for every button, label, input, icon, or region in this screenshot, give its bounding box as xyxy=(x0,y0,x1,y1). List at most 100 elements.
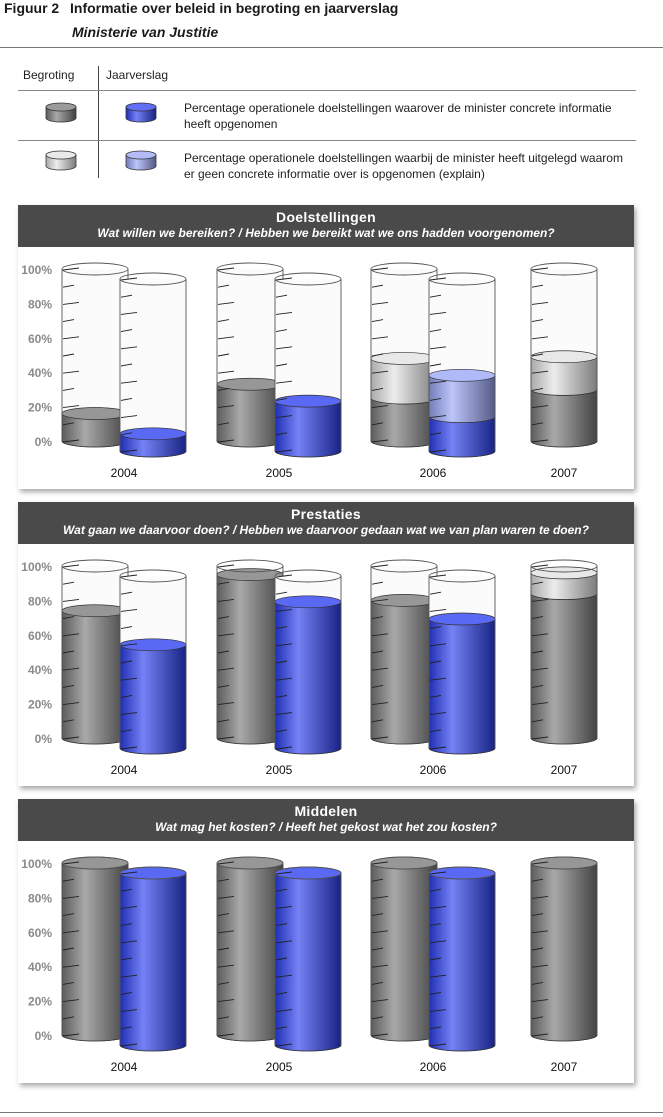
cylinder-begroting-2004 xyxy=(61,262,129,448)
tick-mark xyxy=(429,974,447,978)
tick-mark xyxy=(217,913,230,917)
tick-mark xyxy=(531,878,544,882)
tick-mark xyxy=(217,981,230,985)
tick-mark xyxy=(531,581,544,585)
tick-mark xyxy=(371,947,384,951)
tick-mark xyxy=(531,405,549,409)
bar-jaarverslag-concrete xyxy=(428,612,496,755)
tick-mark xyxy=(275,591,288,595)
tick-mark xyxy=(62,564,80,568)
tick-mark xyxy=(217,861,235,865)
tick-mark xyxy=(120,311,138,315)
x-tick-label: 2005 xyxy=(266,763,293,777)
tick-mark xyxy=(531,999,549,1003)
tick-mark xyxy=(120,974,138,978)
tick-mark xyxy=(531,370,549,374)
tick-mark xyxy=(217,405,235,409)
cylinder-begroting-2007 xyxy=(530,262,598,448)
tick-mark xyxy=(531,930,549,934)
panel-subtitle: Wat gaan we daarvoor doen? / Hebben we d… xyxy=(63,523,589,537)
tick-mark xyxy=(371,284,384,288)
tick-mark xyxy=(217,702,235,706)
cylinder-begroting-2007 xyxy=(530,856,598,1042)
legend-cylinder-jaarverslag-concrete-icon xyxy=(124,102,158,124)
tick-mark xyxy=(217,616,230,620)
x-tick-label: 2004 xyxy=(111,1060,138,1074)
tick-mark xyxy=(371,422,384,426)
tick-mark xyxy=(429,346,447,350)
cylinder-begroting-2006 xyxy=(370,262,438,448)
tick-mark xyxy=(531,353,544,357)
tick-mark xyxy=(371,581,384,585)
tick-mark xyxy=(429,923,442,927)
legend-cylinder-jaarverslag-explain-icon xyxy=(124,150,158,172)
tick-mark xyxy=(275,957,288,961)
tick-mark xyxy=(217,353,230,357)
tick-mark xyxy=(371,930,389,934)
tick-mark xyxy=(275,643,293,647)
bar-begroting-concrete xyxy=(61,856,129,1042)
panel-title: Doelstellingen xyxy=(276,209,376,225)
tick-mark xyxy=(429,957,442,961)
tick-mark xyxy=(429,294,442,298)
tick-mark xyxy=(217,684,230,688)
tick-mark xyxy=(275,694,288,698)
tick-mark xyxy=(429,746,447,750)
y-tick-label: 0% xyxy=(35,732,53,746)
tick-mark xyxy=(429,311,447,315)
tick-mark xyxy=(429,574,447,578)
legend-cylinder-begroting-explain-icon xyxy=(44,150,78,172)
tick-mark xyxy=(275,888,288,892)
tick-mark xyxy=(275,923,288,927)
tick-mark xyxy=(62,267,80,271)
tick-mark xyxy=(217,719,230,723)
tick-mark xyxy=(371,667,389,671)
tick-mark xyxy=(531,650,544,654)
legend-rule-2 xyxy=(18,140,636,141)
bar-begroting-concrete xyxy=(61,407,129,448)
tick-mark xyxy=(62,387,75,391)
tick-mark xyxy=(217,947,230,951)
bar-begroting-concrete xyxy=(216,568,284,745)
tick-mark xyxy=(275,1026,288,1030)
y-tick-label: 60% xyxy=(28,629,52,643)
tick-mark xyxy=(217,301,235,305)
tick-mark xyxy=(120,746,138,750)
tick-mark xyxy=(531,616,544,620)
tick-mark xyxy=(531,1016,544,1020)
tick-mark xyxy=(120,940,138,944)
tick-mark xyxy=(120,660,133,664)
cylinder-jaarverslag-2004 xyxy=(119,569,187,755)
tick-mark xyxy=(62,439,80,443)
tick-mark xyxy=(120,397,133,401)
tick-mark xyxy=(531,598,549,602)
tick-mark xyxy=(217,598,235,602)
bar-begroting-concrete xyxy=(530,856,598,1042)
legend-divider xyxy=(98,66,99,178)
y-tick-label: 20% xyxy=(28,698,52,712)
tick-mark xyxy=(371,336,389,340)
tick-mark xyxy=(429,660,442,664)
tick-mark xyxy=(371,684,384,688)
cylinder-begroting-2006 xyxy=(370,856,438,1042)
tick-mark xyxy=(371,319,384,323)
tick-mark xyxy=(531,719,544,723)
x-tick-label: 2005 xyxy=(266,466,293,480)
tick-mark xyxy=(275,1009,293,1013)
legend-header-jaarverslag: Jaarverslag xyxy=(106,68,169,82)
tick-mark xyxy=(62,702,80,706)
tick-mark xyxy=(429,905,447,909)
tick-mark xyxy=(62,930,80,934)
tick-mark xyxy=(371,267,389,271)
tick-mark xyxy=(275,626,288,630)
tick-mark xyxy=(120,991,133,995)
tick-mark xyxy=(217,1016,230,1020)
tick-mark xyxy=(531,684,544,688)
tick-mark xyxy=(531,702,549,706)
tick-mark xyxy=(217,581,230,585)
tick-mark xyxy=(531,439,549,443)
tick-mark xyxy=(120,449,138,453)
tick-mark xyxy=(429,694,442,698)
tick-mark xyxy=(120,729,133,733)
chart-middelen: 0% 20% 40% 60% 80% 100% 2004 2005 2006 2007 xyxy=(21,856,598,1074)
